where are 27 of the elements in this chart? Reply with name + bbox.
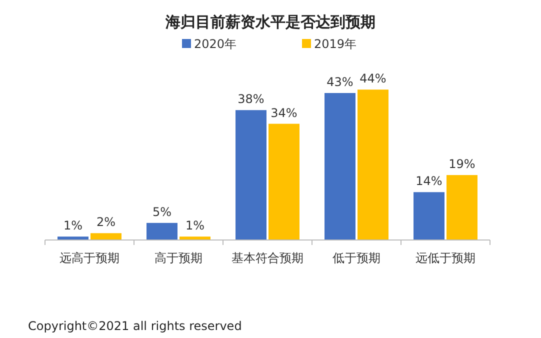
data-label: 5%	[152, 204, 172, 219]
x-tick-label: 高于预期	[154, 251, 202, 265]
x-tick-label: 远高于预期	[60, 251, 120, 265]
data-label: 2%	[96, 215, 116, 230]
data-label: 1%	[185, 218, 205, 233]
legend-label: 2020年	[194, 37, 237, 51]
x-tick-label: 基本符合预期	[232, 251, 304, 265]
data-label: 1%	[63, 218, 83, 233]
data-label: 19%	[448, 157, 476, 172]
data-label: 38%	[238, 92, 264, 106]
x-tick-label: 远低于预期	[416, 251, 476, 265]
bar	[90, 233, 122, 240]
bar	[268, 124, 300, 240]
bar	[236, 110, 266, 240]
bar	[414, 192, 444, 240]
chart-title: 海归目前薪资水平是否达到预期	[164, 13, 376, 31]
text: Copyright©2021 all rights reserved	[28, 319, 242, 333]
data-label: 43%	[326, 75, 354, 90]
data-label: 34%	[270, 106, 298, 120]
bar	[146, 222, 178, 240]
data-label: 44%	[360, 72, 386, 86]
x-tick-label: 低于预期	[332, 251, 380, 265]
data-label: 14%	[416, 174, 442, 188]
bar	[358, 90, 388, 240]
bar	[324, 93, 356, 240]
bar	[446, 175, 478, 240]
legend-label: 2019年	[314, 37, 357, 51]
